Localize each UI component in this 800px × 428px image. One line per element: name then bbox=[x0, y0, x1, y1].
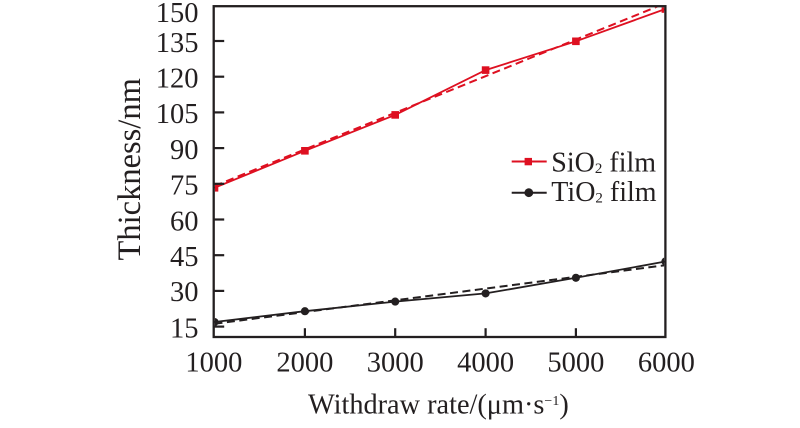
svg-text:30: 30 bbox=[170, 277, 199, 308]
svg-text:15: 15 bbox=[170, 313, 199, 344]
svg-text:4000: 4000 bbox=[457, 348, 514, 379]
svg-text:75: 75 bbox=[170, 171, 199, 202]
svg-text:Thickness/nm: Thickness/nm bbox=[112, 78, 148, 260]
svg-text:TiO2 film: TiO2 film bbox=[551, 177, 657, 208]
svg-text:120: 120 bbox=[156, 64, 199, 95]
svg-text:105: 105 bbox=[156, 99, 199, 130]
svg-text:45: 45 bbox=[170, 242, 199, 273]
svg-text:135: 135 bbox=[156, 28, 199, 59]
svg-text:Withdraw rate/(μm·s−1): Withdraw rate/(μm·s−1) bbox=[308, 390, 569, 421]
svg-text:5000: 5000 bbox=[547, 348, 604, 379]
svg-text:60: 60 bbox=[170, 206, 199, 237]
svg-text:2000: 2000 bbox=[276, 348, 333, 379]
svg-text:1000: 1000 bbox=[185, 348, 242, 379]
svg-text:6000: 6000 bbox=[638, 348, 695, 379]
svg-text:90: 90 bbox=[170, 135, 199, 166]
svg-text:150: 150 bbox=[156, 0, 199, 29]
svg-text:SiO2 film: SiO2 film bbox=[551, 147, 656, 178]
svg-text:3000: 3000 bbox=[367, 348, 424, 379]
